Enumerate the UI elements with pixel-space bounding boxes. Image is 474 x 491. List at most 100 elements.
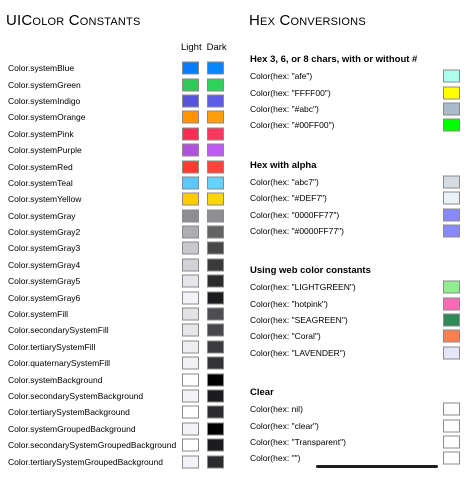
color-name-label: Color.systemPurple <box>8 145 82 156</box>
system-color-row: Color.secondarySystemBackground <box>0 388 240 404</box>
dark-color-swatch <box>207 241 224 255</box>
light-color-swatch <box>182 78 199 92</box>
result-color-swatch <box>443 69 460 83</box>
dark-color-swatch <box>207 192 224 206</box>
hex-conversion-row: Color(hex: "FFFF00") <box>0 84 474 100</box>
system-color-row: Color.secondarySystemFill <box>0 322 240 338</box>
color-name-label: Color.systemGray3 <box>8 243 81 254</box>
dark-color-swatch <box>207 455 224 469</box>
dark-color-swatch <box>207 438 224 452</box>
dark-color-swatch <box>207 389 224 403</box>
dark-color-swatch <box>207 405 224 419</box>
result-color-swatch <box>443 224 460 238</box>
light-color-swatch <box>182 373 199 387</box>
hex-conversions-title: Hex Conversions <box>249 12 366 29</box>
light-color-swatch <box>182 438 199 452</box>
color-name-label: Color.systemGray <box>8 210 76 221</box>
system-color-row: Color.tertiarySystemFill <box>0 339 240 355</box>
hex-conversion-row: Color(hex: "clear") <box>0 417 474 433</box>
color-name-label: Color.systemGreen <box>8 79 81 90</box>
result-color-swatch <box>443 313 460 327</box>
hex-call-label: Color(hex: "hotpink") <box>250 298 328 309</box>
result-color-swatch <box>443 346 460 360</box>
hex-call-label: Color(hex: "#00FF00") <box>250 120 335 131</box>
hex-call-label: Color(hex: "abc7") <box>250 176 319 187</box>
light-color-swatch <box>182 405 199 419</box>
hex-call-label: Color(hex: "FFFF00") <box>250 87 331 98</box>
dark-color-swatch <box>207 160 224 174</box>
color-name-label: Color.tertiarySystemFill <box>8 341 96 352</box>
result-color-swatch <box>443 297 460 311</box>
hex-conversion-list: Hex 3, 6, or 8 chars, with or without # C… <box>0 52 474 491</box>
system-color-row: Color.systemRed <box>0 158 240 174</box>
hex-section: Using web color constants Color(hex: "LIG… <box>0 263 474 361</box>
hex-call-label: Color(hex: "clear") <box>250 420 319 431</box>
color-name-label: Color.systemBackground <box>8 374 103 385</box>
color-name-label: Color.systemRed <box>8 161 73 172</box>
system-color-row: Color.systemGray5 <box>0 273 240 289</box>
dark-color-swatch <box>207 373 224 387</box>
system-color-row: Color.systemPink <box>0 126 240 142</box>
color-name-label: Color.systemTeal <box>8 177 73 188</box>
hex-call-label: Color(hex: "LIGHTGREEN") <box>250 282 356 293</box>
light-color-swatch <box>182 258 199 272</box>
color-name-label: Color.systemPink <box>8 128 74 139</box>
dark-color-swatch <box>207 127 224 141</box>
hex-conversion-row: Color(hex: "") <box>0 450 474 466</box>
system-color-row: Color.systemGray6 <box>0 289 240 305</box>
color-name-label: Color.systemGray4 <box>8 259 81 270</box>
system-color-row: Color.quaternarySystemFill <box>0 355 240 371</box>
light-color-swatch <box>182 274 199 288</box>
dark-color-swatch <box>207 356 224 370</box>
color-name-label: Color.systemGray6 <box>8 292 81 303</box>
system-color-row: Color.tertiarySystemGroupedBackground <box>0 453 240 469</box>
section-heading: Hex with alpha <box>250 159 317 171</box>
home-indicator[interactable] <box>316 465 438 468</box>
hex-conversion-row: Color(hex: "#00FF00") <box>0 117 474 133</box>
dark-color-swatch <box>207 323 224 337</box>
system-color-row: Color.systemBlue <box>0 60 240 76</box>
color-name-label: Color.systemYellow <box>8 194 82 205</box>
hex-call-label: Color(hex: "afe") <box>250 71 313 82</box>
result-color-swatch <box>443 175 460 189</box>
light-color-swatch <box>182 389 199 403</box>
hex-conversion-row: Color(hex: "LAVENDER") <box>0 345 474 361</box>
dark-color-swatch <box>207 274 224 288</box>
color-name-label: Color.systemGroupedBackground <box>8 423 136 434</box>
dark-color-swatch <box>207 78 224 92</box>
system-color-row: Color.systemIndigo <box>0 93 240 109</box>
system-color-row: Color.systemBackground <box>0 371 240 387</box>
light-color-swatch <box>182 94 199 108</box>
uicolor-constants-title: UIColor Constants <box>6 12 141 29</box>
dark-color-swatch <box>207 143 224 157</box>
system-color-row: Color.systemPurple <box>0 142 240 158</box>
dark-color-swatch <box>207 307 224 321</box>
light-color-swatch <box>182 291 199 305</box>
hex-conversion-row: Color(hex: "afe") <box>0 68 474 84</box>
hex-conversion-row: Color(hex: "hotpink") <box>0 296 474 312</box>
hex-call-label: Color(hex: "#DEF7") <box>250 193 327 204</box>
light-color-swatch <box>182 209 199 223</box>
hex-call-label: Color(hex: "") <box>250 453 301 464</box>
system-color-row: Color.systemGroupedBackground <box>0 421 240 437</box>
light-mode-label: Light <box>181 42 202 53</box>
result-color-swatch <box>443 118 460 132</box>
light-color-swatch <box>182 340 199 354</box>
color-name-label: Color.systemIndigo <box>8 95 81 106</box>
light-color-swatch <box>182 455 199 469</box>
color-name-label: Color.tertiarySystemBackground <box>8 407 130 418</box>
hex-conversion-row: Color(hex: "Transparent") <box>0 434 474 450</box>
result-color-swatch <box>443 435 460 449</box>
light-color-swatch <box>182 225 199 239</box>
light-color-swatch <box>182 323 199 337</box>
result-color-swatch <box>443 451 460 465</box>
hex-call-label: Color(hex: "Transparent") <box>250 437 346 448</box>
hex-conversion-row: Color(hex: "abc7") <box>0 174 474 190</box>
color-name-label: Color.systemBlue <box>8 63 75 74</box>
system-color-row: Color.systemGray4 <box>0 257 240 273</box>
hex-conversion-row: Color(hex: "Coral") <box>0 328 474 344</box>
system-color-row: Color.systemTeal <box>0 175 240 191</box>
light-color-swatch <box>182 127 199 141</box>
hex-call-label: Color(hex: "LAVENDER") <box>250 347 346 358</box>
section-heading: Hex 3, 6, or 8 chars, with or without # <box>250 54 418 65</box>
